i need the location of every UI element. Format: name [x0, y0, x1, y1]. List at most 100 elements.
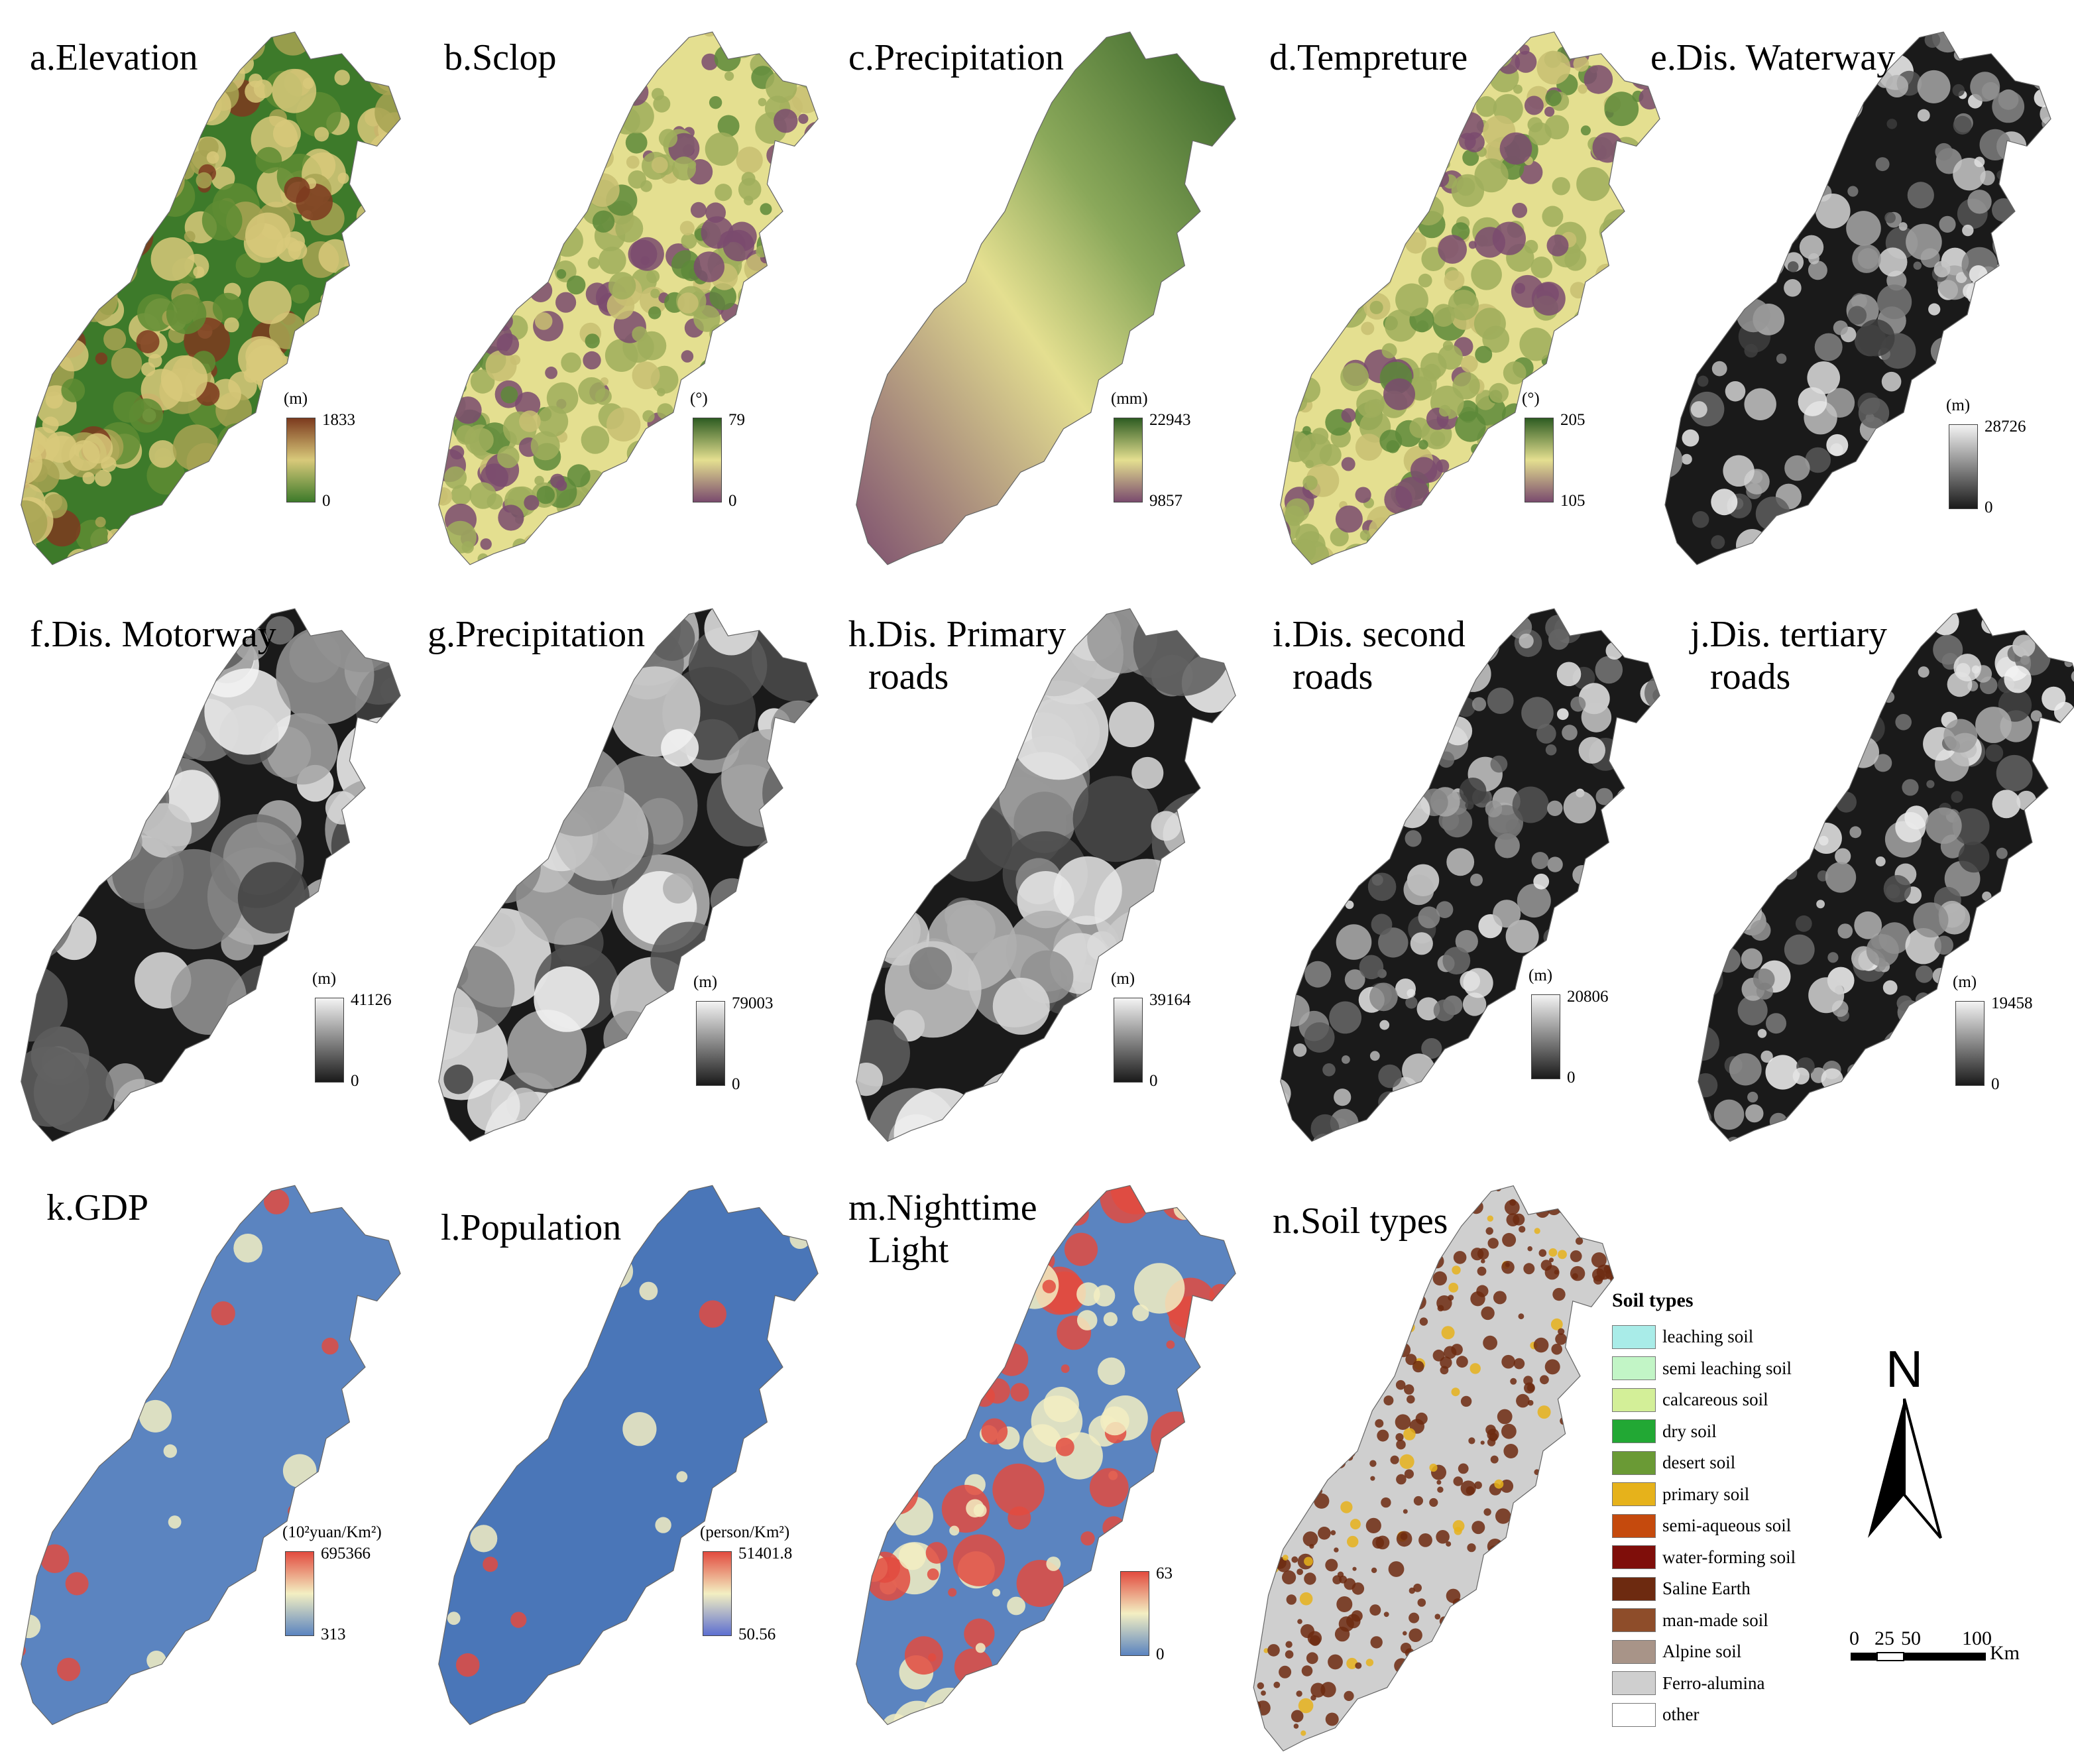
legend-max-value: 51401.8	[738, 1545, 793, 1562]
soil-swatch	[1612, 1702, 1656, 1727]
region-map-m	[856, 1185, 1236, 1726]
map-panel-b: b.Sclop (°) 79 0	[418, 0, 829, 570]
scale-tick-label: 100	[1962, 1627, 1992, 1649]
soil-swatch	[1612, 1419, 1656, 1444]
soil-label: Alpine soil	[1662, 1641, 1742, 1662]
map-panel-c: c.Precipitation (mm) 22943 9857	[835, 0, 1246, 570]
legend-unit: (m)	[1111, 970, 1135, 988]
panel-title-e: e.Dis. Waterway	[1650, 36, 1895, 79]
legend-max-value: 19458	[1991, 994, 2033, 1012]
legend-min-value: 50.56	[738, 1625, 776, 1643]
legend-unit: (m)	[693, 973, 718, 991]
panel-title-text: k.GDP	[46, 1187, 149, 1228]
legend-min-value: 105	[1560, 492, 1585, 510]
region-map-c	[856, 31, 1236, 565]
north-arrow-icon	[1868, 1398, 1942, 1539]
legend-max-value: 22943	[1149, 411, 1191, 429]
panel-title-text: g.Precipitation	[428, 614, 646, 655]
legend-unit: (person/Km²)	[700, 1523, 790, 1541]
map-panel-d: d.Tempreture (°) 205 105	[1259, 0, 1670, 570]
soil-label: primary soil	[1662, 1484, 1750, 1504]
legend-color-ramp	[1949, 424, 1978, 509]
legend-max-value: 20806	[1567, 988, 1609, 1006]
soil-label: desert soil	[1662, 1452, 1736, 1473]
legend-color-ramp	[1525, 418, 1554, 502]
panel-title-j: j.Dis. tertiary roads	[1690, 613, 1887, 698]
soil-legend-title: Soil types	[1612, 1289, 1694, 1311]
legend-unit: (m)	[312, 970, 337, 988]
region-map-e	[1664, 31, 2051, 565]
panel-title-k: k.GDP	[46, 1187, 148, 1229]
panel-title-m: m.Nighttime Light	[848, 1187, 1037, 1271]
panel-title-g: g.Precipitation	[428, 613, 645, 656]
legend-unit: (10²yuan/Km²)	[282, 1523, 382, 1541]
map-panel-e: e.Dis. Waterway (m) 28726 0	[1644, 0, 2068, 570]
panel-title-d: d.Tempreture	[1269, 36, 1468, 79]
scale-unit: Km	[1990, 1642, 2020, 1664]
soil-swatch	[1612, 1671, 1656, 1696]
legend-color-ramp	[1120, 1571, 1149, 1656]
north-arrow-label: N	[1885, 1340, 1924, 1398]
legend-color-ramp	[693, 418, 722, 502]
legend-color-ramp	[1114, 418, 1143, 502]
panel-title-h: h.Dis. Primary roads	[848, 613, 1066, 698]
panel-title-text: e.Dis. Waterway	[1650, 37, 1896, 78]
legend-color-ramp	[1955, 1001, 1985, 1086]
panel-title-line2: Light	[868, 1230, 949, 1271]
panel-title-text: c.Precipitation	[848, 37, 1065, 78]
panel-title-text: f.Dis. Motorway	[30, 614, 276, 655]
soil-label: Ferro-alumina	[1662, 1673, 1765, 1693]
legend-unit: (°)	[690, 390, 708, 408]
soil-legend-item: Saline Earth	[1612, 1573, 1796, 1605]
map-panel-j: j.Dis. tertiary roads (m) 19458 0	[1677, 577, 2074, 1147]
soil-legend-item: desert soil	[1612, 1447, 1796, 1479]
soil-label: Saline Earth	[1662, 1578, 1751, 1599]
scale-tick-label: 0	[1849, 1627, 1859, 1649]
region-map-g	[438, 608, 819, 1142]
panel-title-text: b.Sclop	[444, 37, 557, 78]
map-panel-h: h.Dis. Primary roads (m) 39164 0	[835, 577, 1246, 1147]
soil-label: semi-aqueous soil	[1662, 1515, 1792, 1536]
soil-label: water-forming soil	[1662, 1547, 1796, 1567]
region-map-l	[438, 1185, 819, 1726]
legend-min-value: 0	[1156, 1645, 1165, 1663]
soil-legend-item: leaching soil	[1612, 1321, 1796, 1353]
soil-legend-item: primary soil	[1612, 1479, 1796, 1511]
legend-max-value: 28726	[1985, 418, 2026, 436]
legend-unit: (m)	[284, 390, 308, 408]
soil-legend-item: semi leaching soil	[1612, 1353, 1796, 1385]
soil-legend-item: Alpine soil	[1612, 1636, 1796, 1668]
panel-title-line2: roads	[868, 656, 949, 697]
soil-swatch	[1612, 1608, 1656, 1633]
legend-color-ramp	[315, 998, 344, 1083]
soil-swatch	[1612, 1450, 1656, 1475]
region-map-n	[1253, 1185, 1615, 1752]
soil-label: other	[1662, 1704, 1700, 1725]
panel-title-line2: roads	[1293, 656, 1373, 697]
legend-min-value: 313	[321, 1625, 346, 1643]
panel-title-c: c.Precipitation	[848, 36, 1064, 79]
panel-title-text: l.Population	[441, 1207, 622, 1248]
map-panel-a: a.Elevation (m) 1833 0	[0, 0, 411, 570]
legend-unit: (mm)	[1111, 390, 1148, 408]
legend-max-value: 39164	[1149, 991, 1191, 1009]
legend-min-value: 0	[1149, 1072, 1158, 1090]
legend-color-ramp	[696, 1001, 725, 1086]
legend-color-ramp	[285, 1551, 314, 1636]
soil-legend-item: Ferro-alumina	[1612, 1668, 1796, 1700]
panel-title-line1: h.Dis. Primary	[848, 614, 1066, 655]
region-map-d	[1280, 31, 1660, 565]
legend-max-value: 63	[1156, 1564, 1173, 1582]
map-panel-l: l.Population (person/Km²) 51401.8 50.56	[418, 1153, 829, 1726]
map-panel-i: i.Dis. second roads (m) 20806 0	[1259, 577, 1670, 1147]
panel-title-text: d.Tempreture	[1269, 37, 1468, 78]
legend-max-value: 41126	[351, 991, 392, 1009]
panel-title-f: f.Dis. Motorway	[30, 613, 276, 656]
soil-label: leaching soil	[1662, 1326, 1754, 1347]
panel-title-line1: j.Dis. tertiary	[1690, 614, 1888, 655]
region-map-h	[856, 608, 1236, 1142]
legend-color-ramp	[286, 418, 316, 502]
map-panel-n: n.Soil types	[1246, 1153, 1657, 1752]
map-panel-f: f.Dis. Motorway (m) 41126 0	[0, 577, 411, 1147]
legend-min-value: 0	[1991, 1075, 2000, 1093]
